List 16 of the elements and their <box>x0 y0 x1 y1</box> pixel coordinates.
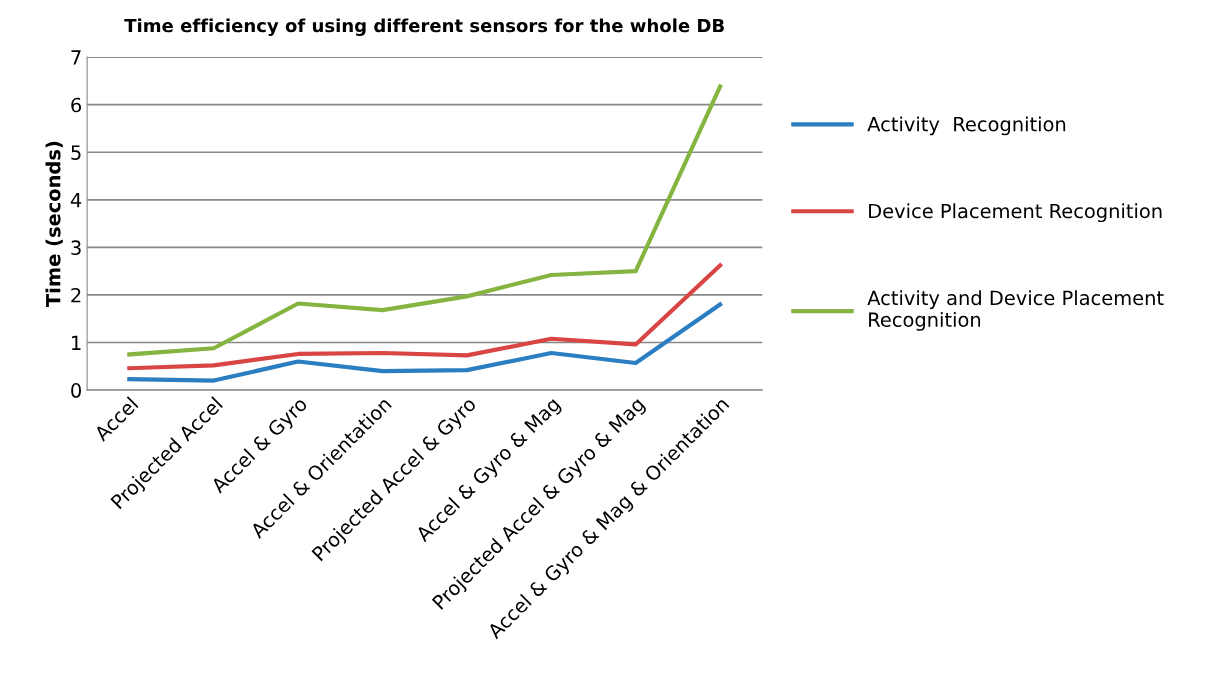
y-tick-label: 1 <box>72 335 81 350</box>
line-series <box>127 84 723 357</box>
line-series <box>127 263 723 371</box>
legend-label: Activity and Device Placement Recognition <box>867 290 1164 331</box>
y-tick-label: 0 <box>71 383 81 398</box>
y-tick-label: 7 <box>71 50 81 65</box>
y-tick-label: 5 <box>71 145 81 160</box>
chart-title: Time efficiency of using different sensors for the whole DB <box>124 18 724 36</box>
legend-label: Device Placement Recognition <box>869 203 1162 223</box>
line-series <box>127 302 723 383</box>
y-tick-label: 4 <box>70 193 82 208</box>
y-axis-title: Time (seconds) <box>45 141 63 307</box>
y-tick-label: 6 <box>71 97 82 113</box>
legend-label: Activity Recognition <box>867 116 1066 136</box>
y-tick-label: 2 <box>71 287 81 303</box>
y-tick-label: 3 <box>71 240 81 256</box>
